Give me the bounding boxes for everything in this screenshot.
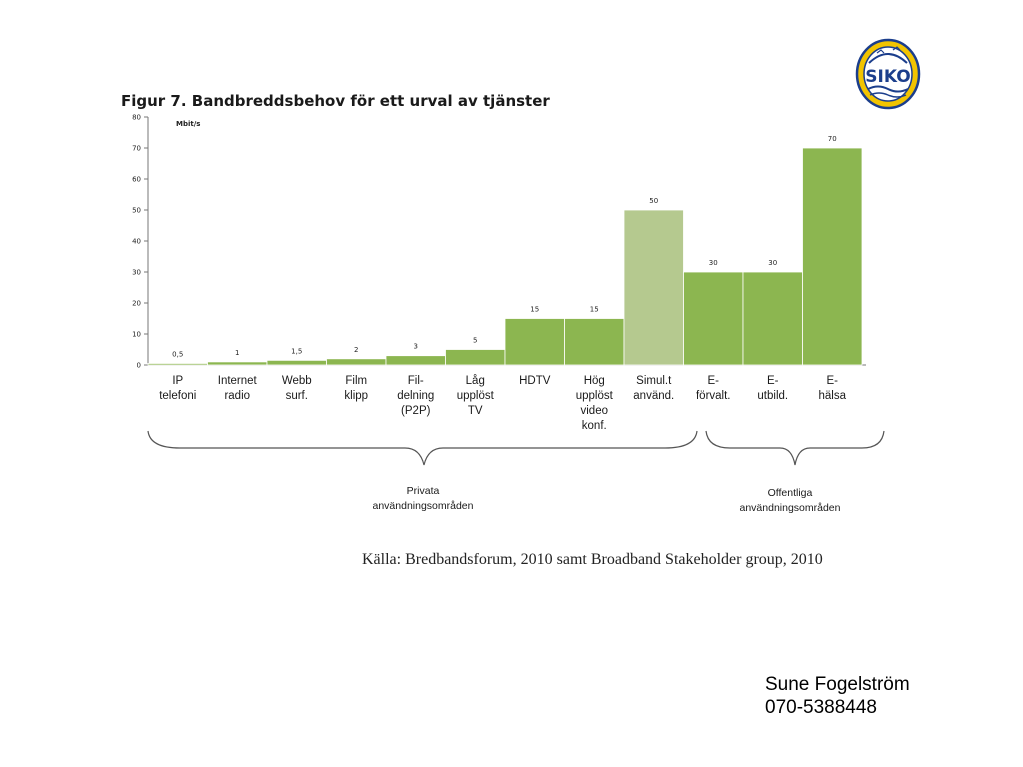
category-label: IP	[172, 375, 183, 387]
bar	[504, 318, 565, 366]
y-tick-label: 50	[132, 207, 141, 215]
bar	[564, 318, 625, 366]
source-text: Källa: Bredbandsforum, 2010 samt Broadba…	[362, 551, 823, 568]
group-private-line-2: användningsområden	[373, 500, 474, 512]
chart-title: Figur 7. Bandbreddsbehov för ett urval a…	[121, 92, 550, 110]
bar	[742, 271, 803, 366]
category-label: konf.	[582, 420, 607, 432]
bar-value-label: 30	[709, 259, 718, 267]
category-label: video	[581, 405, 609, 417]
bar	[683, 271, 744, 366]
bar	[326, 358, 387, 366]
y-tick-label: 70	[132, 145, 141, 153]
y-tick-label: 40	[132, 238, 141, 246]
category-label: telefoni	[159, 390, 196, 402]
presenter-contact: Sune Fogelström 070-5388448	[765, 673, 910, 719]
group-public-line-1: Offentliga	[768, 487, 813, 499]
group-private-line-1: Privata	[407, 485, 440, 497]
category-label: HDTV	[519, 375, 551, 387]
category-label: radio	[224, 390, 250, 402]
category-label: upplöst	[576, 390, 614, 402]
bar	[385, 355, 446, 366]
bar	[623, 209, 684, 366]
presenter-phone: 070-5388448	[765, 697, 877, 718]
category-label: använd.	[633, 390, 674, 402]
siko-logo: SIKO	[855, 38, 921, 110]
brace-public	[705, 430, 885, 466]
bar-value-label: 15	[530, 306, 539, 314]
bar	[445, 349, 506, 366]
bar	[266, 359, 327, 366]
category-label: utbild.	[757, 390, 788, 402]
presenter-name: Sune Fogelström	[765, 674, 910, 695]
category-label: förvalt.	[696, 390, 731, 402]
bar-value-label: 3	[414, 343, 418, 351]
bar-value-label: 0,5	[172, 350, 183, 358]
bars	[147, 147, 863, 366]
y-tick-label: 60	[132, 176, 141, 184]
category-label: surf.	[286, 390, 308, 402]
category-label: Internet	[218, 375, 258, 387]
category-label: E-	[827, 375, 839, 387]
category-label: hälsa	[819, 390, 847, 402]
category-label: Film	[345, 375, 367, 387]
category-label: E-	[708, 375, 720, 387]
logo-text: SIKO	[865, 67, 910, 87]
bar-value-label: 1	[235, 349, 239, 357]
y-axis-unit: Mbit/s	[176, 120, 200, 128]
bar-value-label: 2	[354, 346, 358, 354]
category-label: delning	[397, 390, 434, 402]
y-tick-label: 20	[132, 300, 141, 308]
category-label: klipp	[344, 390, 368, 402]
category-labels: IP telefoni Internet radio Webb surf. Film klip…	[159, 375, 846, 432]
category-label: Webb	[282, 375, 312, 387]
category-label: Hög	[584, 375, 605, 387]
bar	[147, 363, 208, 366]
category-label: upplöst	[457, 390, 495, 402]
y-tick-label: 0	[137, 362, 141, 370]
category-label: Simul.t	[636, 375, 672, 387]
bar-value-label: 1,5	[291, 347, 302, 355]
y-tick-label: 80	[132, 114, 141, 122]
bar	[207, 361, 268, 366]
y-tick-label: 10	[132, 331, 141, 339]
value-labels: 0,5 1 1,5 2 3 5 15 15 50 30 30 70	[172, 135, 837, 358]
bar-value-label: 30	[768, 259, 777, 267]
category-label: Låg	[466, 375, 485, 387]
brace-private	[147, 430, 698, 466]
category-label: (P2P)	[401, 405, 431, 417]
category-label: E-	[767, 375, 779, 387]
bar-value-label: 50	[649, 197, 658, 205]
category-label: Fil-	[408, 375, 424, 387]
bar-value-label: 15	[590, 306, 599, 314]
bar-value-label: 5	[473, 337, 477, 345]
category-label: TV	[468, 405, 483, 417]
y-tick-label: 30	[132, 269, 141, 277]
bar	[802, 147, 863, 366]
bar-value-label: 70	[828, 135, 837, 143]
group-public-line-2: användningsområden	[740, 502, 841, 514]
